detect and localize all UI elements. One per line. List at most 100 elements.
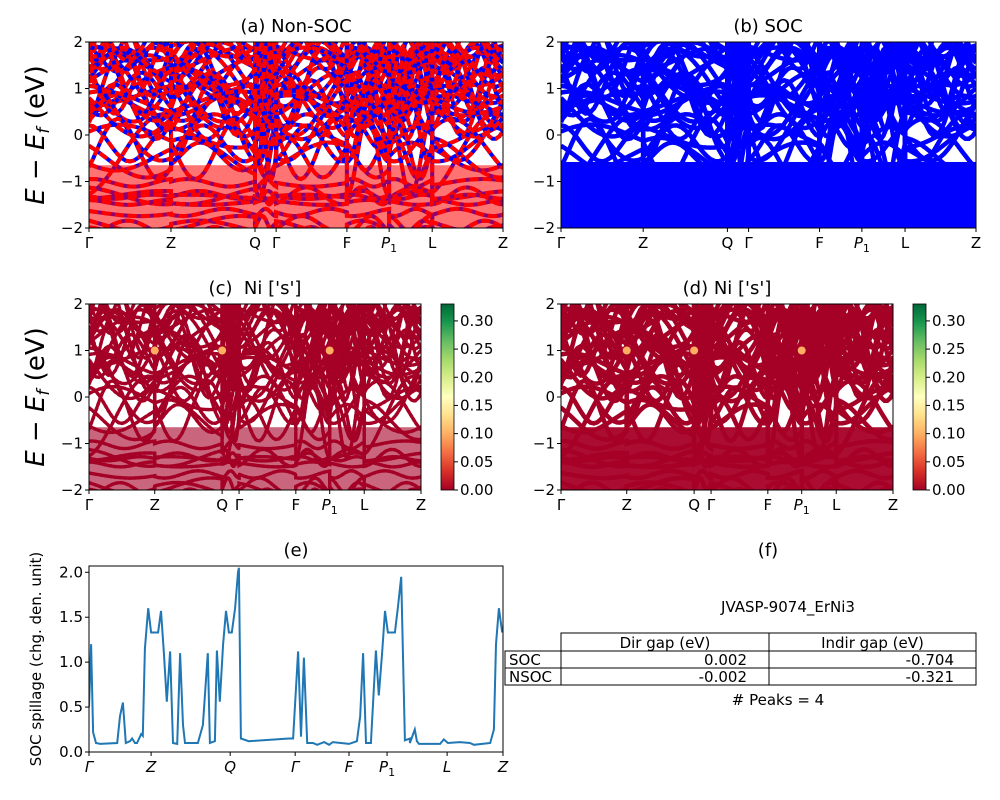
- xtick-label: P1: [854, 234, 870, 255]
- xtick-label: F: [292, 496, 301, 514]
- ytick-label: 0: [73, 388, 83, 406]
- ytick-label: −1: [61, 435, 83, 453]
- xtick-label: L: [428, 234, 437, 252]
- panel-c-colorbar-ticks: 0.00 0.05 0.10 0.15 0.20 0.25 0.30: [454, 312, 493, 499]
- colorbar-tick-label: 0.15: [932, 396, 965, 414]
- panel-b-bands: [561, 42, 976, 228]
- projected-band: [561, 350, 893, 378]
- band-line-spin-down: [89, 78, 503, 140]
- colorbar-tick-label: 0.10: [932, 425, 965, 443]
- xtick-label: Γ: [744, 234, 753, 252]
- projected-band: [561, 333, 893, 428]
- band-line-spin-down: [89, 138, 503, 173]
- panel-a-xticks: Γ Z Q Γ F P1 L Z: [85, 228, 508, 255]
- table-cell: -0.002: [699, 668, 747, 686]
- table-row: [504, 667, 977, 686]
- xtick-label: Z: [622, 496, 632, 514]
- ytick-label: 0: [545, 126, 555, 144]
- xtick-label: P1: [379, 758, 395, 779]
- ytick-label: 0.5: [59, 698, 83, 716]
- panel-e-yticks: 0.0 0.5 1.0 1.5 2.0: [59, 563, 89, 761]
- table-column-header: Dir gap (eV): [620, 634, 711, 652]
- xtick-label: F: [764, 496, 773, 514]
- xtick-label: Q: [249, 234, 261, 252]
- projected-band: [89, 334, 421, 427]
- xtick-label: Γ: [291, 758, 301, 776]
- high-weight-point: [218, 346, 227, 355]
- panel-e: (e) 0.0 0.5 1.0 1.5 2.0 Γ Z Q Γ F P1 L Z SOC spilla…: [27, 540, 509, 779]
- band-line-spin-down: [89, 42, 503, 73]
- xtick-label: F: [343, 234, 352, 252]
- colorbar-tick-label: 0.05: [460, 453, 493, 471]
- panel-c-xticks: Γ Z Q Γ F P1 L Z: [85, 490, 426, 517]
- panel-d-yticks: −2 −1 0 1 2: [533, 295, 561, 499]
- panel-d-projected-bands: [561, 304, 893, 490]
- high-weight-point: [690, 346, 699, 355]
- projected-band: [104, 304, 421, 328]
- projected-band: [89, 351, 421, 377]
- xtick-label: Z: [888, 496, 898, 514]
- panel-d-colorbar: [912, 303, 927, 491]
- panel-c-title: (c) Ni ['s']: [209, 278, 302, 299]
- xtick-label: Γ: [85, 758, 95, 776]
- ytick-label: −2: [533, 219, 555, 237]
- panel-e-xticks: Γ Z Q Γ F P1 L Z: [85, 752, 509, 779]
- table-row-label: NSOC: [509, 668, 552, 686]
- panel-e-ylabel: SOC spillage (chg. den. unit): [27, 552, 45, 767]
- colorbar-tick-label: 0.25: [460, 340, 493, 358]
- band-line-spin-down: [89, 89, 503, 116]
- xtick-label: Z: [150, 496, 160, 514]
- xtick-label: L: [832, 496, 841, 514]
- xtick-label: L: [443, 758, 451, 776]
- xtick-label: Q: [216, 496, 228, 514]
- projected-band: [561, 339, 893, 403]
- ytick-label: 2: [545, 33, 555, 51]
- colorbar-tick-label: 0.20: [932, 368, 965, 386]
- table-row-label: SOC: [509, 651, 541, 669]
- panel-c-yticks: −2 −1 0 1 2: [61, 295, 89, 499]
- ytick-label: 1: [73, 342, 83, 360]
- valence-manifold: [561, 161, 976, 228]
- panel-b-xticks: Γ Z Q Γ F P1 L Z: [557, 228, 981, 255]
- xtick-label: Γ: [557, 496, 566, 514]
- ytick-label: 2: [545, 295, 555, 313]
- ytick-label: 0.0: [59, 743, 83, 761]
- xtick-label: Γ: [85, 234, 94, 252]
- band-line-spin-up: [108, 42, 503, 66]
- panel-e-title: (e): [283, 540, 308, 561]
- colorbar-tick-label: 0.10: [460, 425, 493, 443]
- panel-e-frame: [88, 565, 504, 753]
- xtick-label: L: [901, 234, 910, 252]
- xtick-label: Γ: [707, 496, 716, 514]
- ytick-label: −1: [61, 173, 83, 191]
- panel-e-plot-area: [89, 567, 503, 746]
- band-line-spin-down: [89, 224, 503, 228]
- projected-band: [89, 487, 421, 490]
- projected-band: [575, 304, 893, 329]
- xtick-label: F: [815, 234, 824, 252]
- panel-b-yticks: −2 −1 0 1 2: [533, 33, 561, 237]
- band-line-spin-down: [89, 42, 487, 61]
- ytick-label: 2.0: [59, 563, 83, 581]
- ytick-label: 1.5: [59, 608, 83, 626]
- high-weight-point: [622, 346, 631, 355]
- colorbar-tick-label: 0.30: [460, 312, 493, 330]
- ytick-label: 2: [73, 295, 83, 313]
- table-cell: -0.321: [906, 668, 954, 686]
- panel-f: (f) JVASP-9074_ErNi3 Dir gap (eV) Indir g…: [504, 540, 977, 709]
- band-line-soc: [561, 42, 960, 61]
- xtick-label: P1: [322, 496, 338, 517]
- ytick-label: 1: [73, 80, 83, 98]
- panel-b-title: (b) SOC: [733, 16, 802, 37]
- panel-c-ylabel: E − Ef (eV): [21, 327, 54, 467]
- band-line-spin-up: [89, 224, 503, 228]
- valence-manifold: [89, 427, 421, 490]
- projected-band: [89, 306, 421, 395]
- ytick-label: −1: [533, 173, 555, 191]
- spillage-line: [89, 567, 503, 746]
- xtick-label: Z: [638, 234, 648, 252]
- projected-band: [572, 304, 893, 364]
- ytick-label: 1: [545, 80, 555, 98]
- panel-d-colorbar-ticks: 0.00 0.05 0.10 0.15 0.20 0.25 0.30: [926, 312, 965, 499]
